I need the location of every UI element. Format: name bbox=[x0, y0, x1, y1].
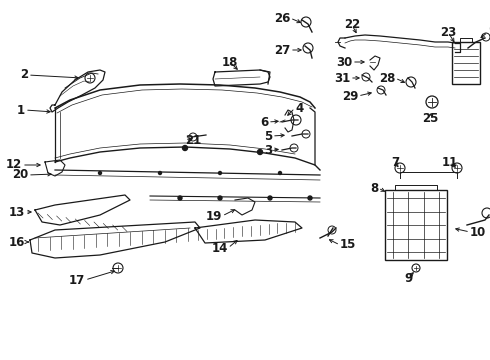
Text: 12: 12 bbox=[6, 158, 22, 171]
Text: 13: 13 bbox=[9, 206, 25, 219]
Text: 5: 5 bbox=[264, 130, 272, 143]
Text: 4: 4 bbox=[295, 102, 303, 114]
Circle shape bbox=[278, 171, 281, 175]
Text: 24: 24 bbox=[488, 26, 490, 39]
Text: 25: 25 bbox=[422, 112, 438, 125]
Circle shape bbox=[258, 149, 263, 154]
Text: 7: 7 bbox=[391, 156, 399, 168]
Text: 21: 21 bbox=[185, 134, 201, 147]
Text: 9: 9 bbox=[404, 271, 412, 284]
Text: 26: 26 bbox=[273, 12, 290, 24]
Text: 14: 14 bbox=[212, 242, 228, 255]
Circle shape bbox=[219, 171, 221, 175]
Text: 1: 1 bbox=[17, 104, 25, 117]
Circle shape bbox=[268, 196, 272, 200]
Text: 15: 15 bbox=[340, 238, 356, 252]
Text: 23: 23 bbox=[440, 26, 456, 39]
Text: 17: 17 bbox=[69, 274, 85, 287]
Text: 11: 11 bbox=[442, 156, 458, 168]
Bar bbox=[452, 42, 480, 84]
Text: 18: 18 bbox=[222, 55, 238, 68]
Circle shape bbox=[308, 196, 312, 200]
Circle shape bbox=[158, 171, 162, 175]
Text: 6: 6 bbox=[260, 116, 268, 129]
Text: 28: 28 bbox=[379, 72, 395, 85]
Circle shape bbox=[98, 171, 101, 175]
Circle shape bbox=[178, 196, 182, 200]
Text: 29: 29 bbox=[342, 90, 358, 103]
Text: 10: 10 bbox=[470, 225, 486, 238]
Text: 2: 2 bbox=[20, 68, 28, 81]
Bar bbox=[385, 190, 447, 260]
Text: 27: 27 bbox=[274, 44, 290, 57]
Text: 30: 30 bbox=[336, 55, 352, 68]
Text: 22: 22 bbox=[344, 18, 360, 31]
Text: 19: 19 bbox=[206, 210, 222, 222]
Text: 31: 31 bbox=[334, 72, 350, 85]
Circle shape bbox=[218, 196, 222, 200]
Text: 8: 8 bbox=[370, 181, 378, 194]
Circle shape bbox=[182, 145, 188, 150]
Text: 16: 16 bbox=[9, 235, 25, 248]
Text: 3: 3 bbox=[264, 144, 272, 157]
Text: 20: 20 bbox=[12, 168, 28, 181]
